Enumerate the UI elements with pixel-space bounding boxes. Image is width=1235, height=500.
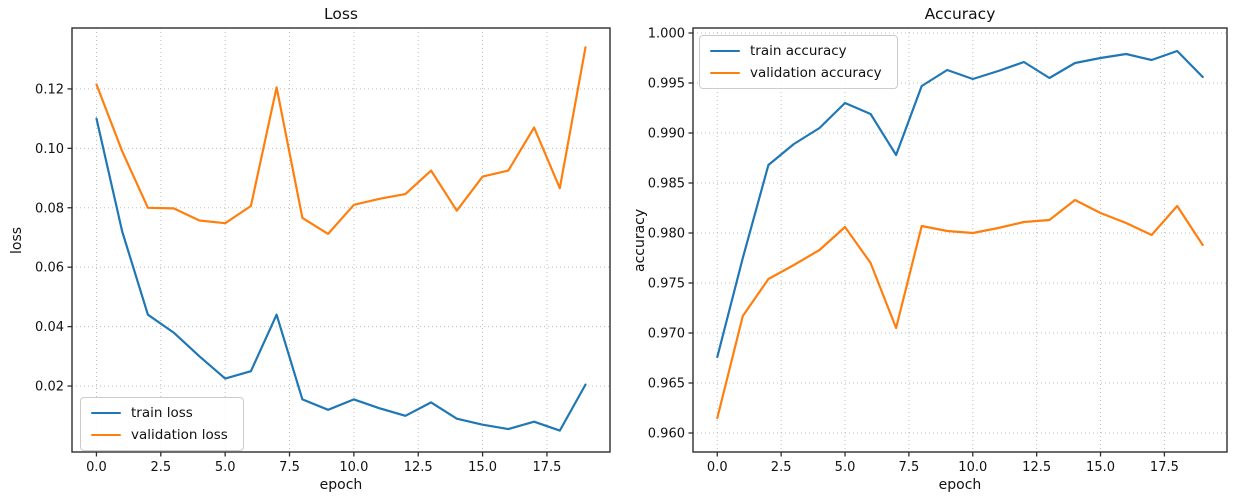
accuracy-legend: train accuracy validation accuracy [699, 35, 898, 89]
accuracy-chart-title: Accuracy [924, 5, 996, 23]
accuracy-y-axis-label: accuracy [632, 208, 648, 272]
x-tick-label: 5.0 [835, 460, 856, 475]
y-tick-label: 0.965 [648, 377, 685, 392]
validation-line-sample-icon [91, 433, 121, 437]
train-line-sample-icon [710, 49, 740, 53]
y-tick-label: 0.12 [35, 82, 64, 97]
loss-legend: train loss validation loss [80, 397, 244, 451]
y-tick-label: 0.980 [648, 227, 685, 242]
y-tick-label: 0.10 [35, 142, 64, 157]
train-line [95, 117, 587, 432]
loss-plot: 0.0 2.5 5.0 7.5 10.0 12.5 15.0 17.5 0.02 0.04 0.06… [35, 27, 611, 475]
y-tick-label: 0.04 [35, 320, 64, 335]
x-tick-label: 2.5 [771, 460, 792, 475]
legend-label: validation accuracy [750, 65, 882, 81]
x-tick-label: 0.0 [707, 460, 728, 475]
x-tick-label: 7.5 [899, 460, 920, 475]
x-tick-label: 15.0 [468, 460, 497, 475]
x-tick-label: 12.5 [1022, 460, 1051, 475]
x-tick-label: 17.5 [1150, 460, 1179, 475]
legend-item-train-loss: train loss [91, 405, 228, 421]
x-tick-label: 2.5 [150, 460, 171, 475]
accuracy-x-axis-label: epoch [938, 477, 982, 493]
y-tick-label: 1.000 [648, 27, 685, 42]
loss-x-axis-label: epoch [319, 477, 363, 493]
y-tick-label: 0.08 [35, 201, 64, 216]
axes-spines [692, 27, 1228, 453]
x-tick-label: 7.5 [279, 460, 300, 475]
train-line-sample-icon [91, 411, 121, 415]
y-tick-label: 0.960 [648, 427, 685, 442]
x-tick-label: 5.0 [215, 460, 236, 475]
axes-spines [71, 27, 611, 453]
legend-label: train accuracy [750, 43, 847, 59]
y-tick-label: 0.06 [35, 261, 64, 276]
x-tick-label: 10.0 [339, 460, 368, 475]
validation-line [716, 198, 1204, 420]
y-tick-label: 0.990 [648, 127, 685, 142]
legend-item-validation-accuracy: validation accuracy [710, 65, 882, 81]
legend-label: train loss [131, 405, 193, 421]
y-tick-label: 0.970 [648, 327, 685, 342]
x-tick-label: 17.5 [532, 460, 561, 475]
train-line [716, 49, 1204, 359]
y-tick-label: 0.995 [648, 77, 685, 92]
y-tick-label: 0.985 [648, 177, 685, 192]
x-tick-label: 10.0 [958, 460, 987, 475]
y-tick-label: 0.975 [648, 277, 685, 292]
x-tick-label: 15.0 [1086, 460, 1115, 475]
validation-line [95, 46, 587, 235]
legend-item-train-accuracy: train accuracy [710, 43, 882, 59]
legend-label: validation loss [131, 427, 228, 443]
validation-line-sample-icon [710, 71, 740, 75]
accuracy-plot: 0.0 2.5 5.0 7.5 10.0 12.5 15.0 17.5 0.960 0.965 0.… [648, 27, 1228, 475]
x-tick-label: 12.5 [404, 460, 433, 475]
loss-chart-title: Loss [324, 5, 358, 23]
y-tick-label: 0.02 [35, 380, 64, 395]
loss-y-axis-label: loss [9, 226, 25, 254]
x-tick-label: 0.0 [86, 460, 107, 475]
legend-item-validation-loss: validation loss [91, 427, 228, 443]
